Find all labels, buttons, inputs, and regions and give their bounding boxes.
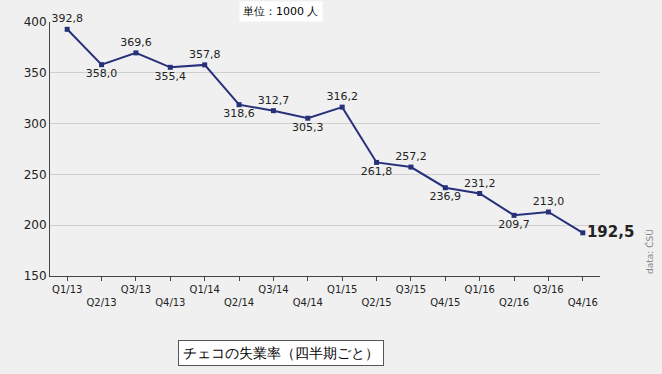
svg-text:257,2: 257,2 <box>395 150 427 163</box>
svg-text:data: ČSÚ: data: ČSÚ <box>644 229 655 274</box>
svg-text:Q4/16: Q4/16 <box>568 297 598 308</box>
svg-text:Q1/13: Q1/13 <box>52 284 82 295</box>
svg-text:単位：1000 人: 単位：1000 人 <box>243 5 319 18</box>
svg-text:200: 200 <box>24 218 47 232</box>
svg-text:213,0: 213,0 <box>533 195 565 208</box>
svg-text:Q2/14: Q2/14 <box>224 297 254 308</box>
svg-text:Q4/13: Q4/13 <box>155 297 185 308</box>
svg-text:192,5: 192,5 <box>587 223 634 241</box>
svg-text:261,8: 261,8 <box>361 165 393 178</box>
svg-text:369,6: 369,6 <box>120 36 152 49</box>
svg-text:357,8: 357,8 <box>189 48 221 61</box>
svg-text:300: 300 <box>24 117 47 131</box>
svg-text:236,9: 236,9 <box>430 190 462 203</box>
svg-text:400: 400 <box>24 15 47 29</box>
svg-text:355,4: 355,4 <box>155 70 187 83</box>
svg-text:Q1/16: Q1/16 <box>465 284 495 295</box>
svg-text:Q3/16: Q3/16 <box>533 284 563 295</box>
svg-text:250: 250 <box>24 168 47 182</box>
svg-text:Q2/15: Q2/15 <box>361 297 391 308</box>
svg-text:231,2: 231,2 <box>464 177 496 190</box>
svg-text:318,6: 318,6 <box>223 107 255 120</box>
svg-text:350: 350 <box>24 66 47 80</box>
svg-text:チェコの失業率（四半期ごと）: チェコの失業率（四半期ごと） <box>183 345 379 361</box>
svg-text:Q1/15: Q1/15 <box>327 284 357 295</box>
svg-text:Q2/13: Q2/13 <box>86 297 116 308</box>
svg-text:Q4/15: Q4/15 <box>430 297 460 308</box>
svg-text:392,8: 392,8 <box>51 12 83 25</box>
svg-text:150: 150 <box>24 269 47 283</box>
svg-text:358,0: 358,0 <box>86 67 118 80</box>
svg-text:305,3: 305,3 <box>292 121 324 134</box>
svg-text:Q4/14: Q4/14 <box>293 297 323 308</box>
svg-text:Q3/15: Q3/15 <box>396 284 426 295</box>
svg-text:Q2/16: Q2/16 <box>499 297 529 308</box>
svg-text:Q3/13: Q3/13 <box>121 284 151 295</box>
svg-text:209,7: 209,7 <box>498 218 530 231</box>
svg-text:312,7: 312,7 <box>258 94 290 107</box>
svg-text:Q1/14: Q1/14 <box>190 284 220 295</box>
svg-text:Q3/14: Q3/14 <box>258 284 288 295</box>
svg-text:316,2: 316,2 <box>326 90 358 103</box>
